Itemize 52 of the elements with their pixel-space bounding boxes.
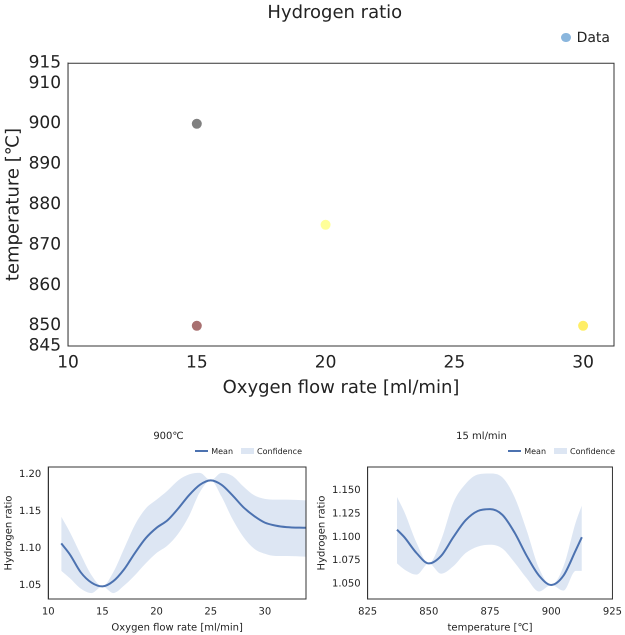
y-tick-label: 900 [28, 113, 62, 134]
y-tick-label: 1.05 [19, 580, 42, 592]
y-tick-label: 1.15 [19, 506, 42, 518]
x-tick-label: 15 [186, 352, 208, 373]
x-tick-label: 30 [258, 606, 272, 618]
x-tick-label: 25 [444, 352, 466, 373]
point [578, 320, 588, 331]
y-tick-label: 915 [28, 52, 62, 73]
chart-title: 900℃ [152, 430, 185, 444]
y-tick-label: 1.050 [332, 578, 361, 590]
legend-label: Confidence [570, 446, 615, 456]
x-tick-label: 925 [602, 606, 622, 618]
y-axis-title: Hydrogen ratio [316, 496, 328, 570]
y-tick-label: 1.10 [19, 543, 42, 554]
x-tick-label: 30 [572, 352, 594, 373]
y-axis-title: temperature [℃] [2, 128, 24, 282]
point [320, 220, 331, 230]
x-axis-title: Oxygen flow rate [ml/min] [222, 376, 460, 398]
x-tick-label: 25 [204, 606, 218, 618]
y-tick-label: 880 [28, 194, 62, 214]
x-tick-label: 20 [314, 352, 336, 373]
y-axis-title: Hydrogen ratio [4, 496, 15, 570]
y-tick-label: 1.20 [19, 469, 42, 480]
chart-title: 15 ml/min [455, 430, 508, 444]
x-tick-label: 825 [358, 606, 378, 618]
y-tick-label: 890 [28, 154, 62, 174]
y-tick-label: 910 [28, 72, 62, 93]
x-axis-title: Oxygen flow rate [ml/min] [111, 622, 243, 634]
y-tick-label: 860 [28, 274, 62, 295]
line-series [396, 508, 583, 586]
y-tick-label: 850 [28, 315, 62, 336]
chart-title: Hydrogen ratio [266, 1, 404, 25]
x-tick-label: 10 [57, 352, 79, 373]
y-tick-label: 870 [28, 234, 62, 254]
y-tick-label: 1.125 [332, 508, 361, 520]
legend-label: Mean [524, 446, 546, 456]
x-tick-label: 850 [419, 606, 438, 618]
x-tick-label: 15 [96, 606, 109, 618]
x-tick-label: 900 [542, 606, 561, 618]
y-tick-label: 1.100 [332, 532, 361, 543]
legend-label: Mean [211, 446, 234, 456]
point [192, 320, 202, 331]
y-tick-label: 1.075 [332, 555, 361, 566]
y-tick-label: 1.150 [332, 485, 361, 496]
x-tick-label: 10 [42, 606, 55, 618]
x-tick-label: 875 [480, 606, 500, 618]
y-tick-label: 845 [28, 335, 62, 356]
text: Data [576, 30, 610, 46]
legend-label: Confidence [257, 446, 302, 456]
x-tick-label: 20 [150, 606, 163, 618]
x-axis-title: temperature [℃] [448, 622, 533, 634]
point [192, 118, 202, 129]
